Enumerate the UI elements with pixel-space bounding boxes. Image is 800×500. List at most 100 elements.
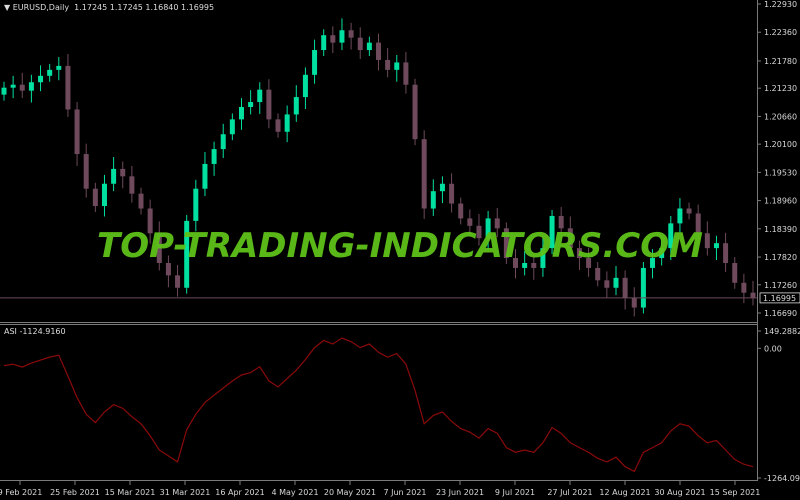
- candle-body: [558, 215, 564, 229]
- candle-body: [257, 89, 263, 103]
- candle-body: [503, 228, 509, 259]
- time-tick-label: 23 Jun 2021: [436, 488, 484, 497]
- candle-body: [120, 168, 126, 177]
- asi-title: ASI -1124.9160: [4, 327, 66, 336]
- candle-body: [723, 243, 729, 263]
- price-tick-label: 1.22930: [764, 0, 797, 9]
- candle-body: [704, 233, 710, 249]
- candle-body: [540, 248, 546, 268]
- candle-body: [312, 50, 318, 75]
- time-tick-label: 12 Aug 2021: [599, 488, 650, 497]
- candle-body: [531, 262, 537, 268]
- candle-body: [366, 42, 372, 51]
- candle-body: [275, 119, 281, 132]
- candle-body: [248, 102, 254, 107]
- price-tick-label: 1.21230: [764, 84, 797, 93]
- candle-body: [266, 89, 272, 120]
- candle-body: [513, 258, 519, 268]
- candle-body: [677, 208, 683, 224]
- candle-body: [741, 282, 747, 293]
- candle-body: [613, 277, 619, 288]
- symbol-label: EURUSD,Daily: [12, 3, 70, 12]
- candle-body: [567, 228, 573, 249]
- candle-body: [586, 258, 592, 268]
- price-tick-label: 1.18390: [764, 225, 797, 234]
- candle-body: [604, 280, 610, 288]
- candle-body: [430, 191, 436, 209]
- candle-body: [686, 208, 692, 214]
- candle-body: [56, 65, 62, 70]
- candle-body: [175, 275, 181, 288]
- candle-body: [220, 134, 226, 150]
- candle-body: [10, 84, 16, 88]
- current-price-label: 1.16995: [763, 294, 796, 303]
- candle-body: [321, 35, 327, 51]
- candle-body: [732, 262, 738, 283]
- candle-body: [439, 183, 445, 192]
- candle-body: [376, 42, 381, 60]
- candle-body: [28, 82, 34, 91]
- candle-body: [193, 188, 199, 221]
- price-tick-label: 1.21780: [764, 57, 797, 66]
- candle-body: [147, 208, 153, 234]
- time-tick-label: 30 Aug 2021: [654, 488, 705, 497]
- candle-body: [622, 277, 628, 298]
- price-tick-label: 1.19530: [764, 168, 797, 177]
- candle-body: [668, 223, 674, 249]
- candle-body: [449, 183, 455, 204]
- candle-body: [101, 183, 107, 207]
- candle-body: [659, 248, 665, 259]
- candle-body: [129, 176, 135, 194]
- candle-body: [494, 218, 500, 229]
- candle-body: [74, 109, 80, 155]
- price-tick-label: 1.18960: [764, 197, 797, 206]
- candle-body: [421, 139, 427, 209]
- candle-body: [467, 218, 473, 226]
- candle-body: [640, 267, 646, 308]
- candle-body: [576, 248, 582, 259]
- chart-title: ▼ EURUSD,Daily 1.17245 1.17245 1.16840 1…: [4, 3, 214, 12]
- price-tick-label: 1.20660: [764, 112, 797, 121]
- watermark: TOP-TRADING-INDICATORS.COM: [97, 226, 703, 266]
- price-tick-label: 1.20100: [764, 140, 797, 149]
- candle-body: [165, 262, 171, 276]
- asi-layer: [3, 337, 754, 473]
- time-tick-label: 9 Jul 2021: [495, 488, 535, 497]
- candle-body: [302, 74, 308, 98]
- time-tick-label: 7 Jun 2021: [383, 488, 426, 497]
- candle-body: [549, 215, 555, 249]
- candle-body: [403, 62, 409, 85]
- candle-body: [485, 218, 491, 239]
- candle-body: [631, 297, 637, 308]
- triangle-down-icon[interactable]: ▼: [4, 3, 11, 12]
- time-tick-label: 27 Jul 2021: [547, 488, 592, 497]
- ohlc-readout: 1.17245 1.17245 1.16840 1.16995: [74, 3, 215, 12]
- candle-body: [111, 168, 117, 184]
- candle-body: [184, 220, 190, 288]
- time-tick-label: 4 May 2021: [271, 488, 318, 497]
- candle-body: [339, 30, 345, 43]
- candle-body: [92, 188, 98, 207]
- price-tick-label: 1.17260: [764, 281, 797, 290]
- candle-body: [385, 59, 391, 70]
- candle-body: [476, 225, 482, 239]
- candle-body: [211, 149, 217, 164]
- candle-body: [19, 84, 25, 91]
- candle-body: [357, 37, 363, 51]
- candle-body: [458, 203, 464, 219]
- price-tick-label: 1.16690: [764, 309, 797, 318]
- candle-body: [330, 35, 336, 43]
- candle-body: [695, 213, 701, 234]
- candle-body: [595, 267, 601, 281]
- candle-body: [202, 163, 208, 189]
- candle-body: [522, 262, 528, 268]
- candle-body: [650, 258, 656, 268]
- candle-body: [83, 154, 89, 189]
- price-tick-label: 1.17820: [764, 253, 797, 262]
- candle-body: [156, 233, 162, 263]
- time-tick-label: 15 Sep 2021: [710, 488, 761, 497]
- candles-layer: [1, 18, 756, 317]
- time-tick-label: 20 May 2021: [324, 488, 376, 497]
- candle-body: [284, 114, 290, 132]
